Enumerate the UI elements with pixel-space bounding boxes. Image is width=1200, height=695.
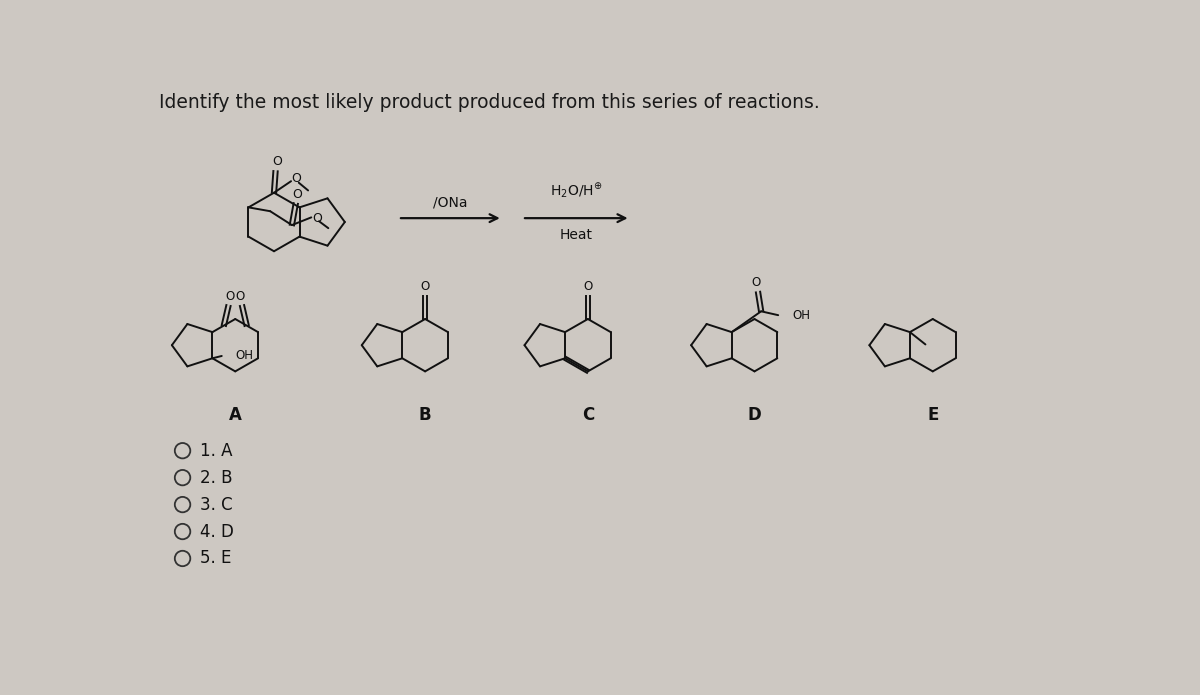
Text: O: O bbox=[226, 290, 235, 303]
Text: Identify the most likely product produced from this series of reactions.: Identify the most likely product produce… bbox=[160, 93, 820, 113]
Text: O: O bbox=[420, 280, 430, 293]
Text: /ONa: /ONa bbox=[433, 196, 468, 210]
Text: B: B bbox=[419, 405, 432, 423]
Text: H$_2$O/H$^{\oplus}$: H$_2$O/H$^{\oplus}$ bbox=[550, 182, 602, 202]
Text: 2. B: 2. B bbox=[199, 468, 232, 486]
Text: O: O bbox=[583, 280, 593, 293]
Text: 3. C: 3. C bbox=[199, 496, 233, 514]
Text: A: A bbox=[229, 405, 241, 423]
Text: OH: OH bbox=[792, 309, 810, 322]
Text: 1. A: 1. A bbox=[199, 442, 232, 459]
Text: O: O bbox=[272, 156, 282, 168]
Text: O: O bbox=[752, 277, 761, 289]
Text: O: O bbox=[236, 290, 245, 303]
Text: C: C bbox=[582, 405, 594, 423]
Text: O: O bbox=[292, 172, 301, 186]
Text: OH: OH bbox=[235, 350, 253, 363]
Text: D: D bbox=[748, 405, 761, 423]
Text: 4. D: 4. D bbox=[199, 523, 234, 541]
Text: Heat: Heat bbox=[559, 228, 593, 242]
Text: O: O bbox=[312, 213, 322, 225]
Text: E: E bbox=[928, 405, 938, 423]
Text: 5. E: 5. E bbox=[199, 550, 230, 568]
Text: O: O bbox=[293, 188, 302, 201]
